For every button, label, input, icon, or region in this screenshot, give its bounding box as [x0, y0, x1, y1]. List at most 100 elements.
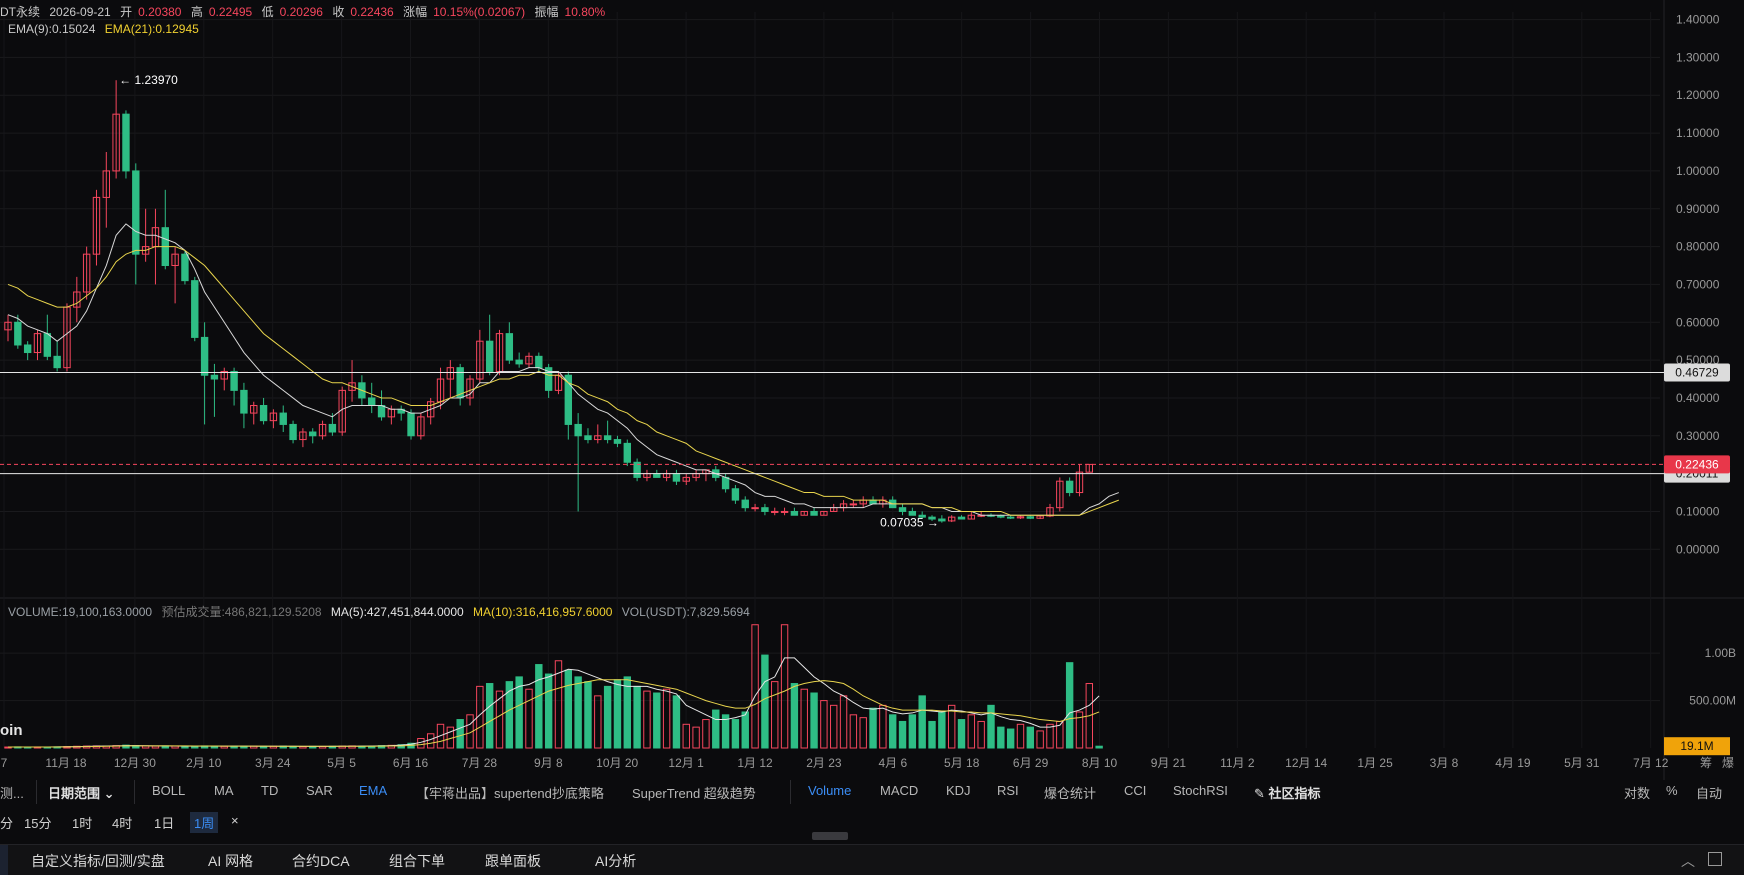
date-range-label: 日期范围 [48, 786, 101, 801]
panel-resize-handle[interactable] [812, 832, 848, 840]
candle-body [230, 370, 238, 391]
volume-bar [967, 714, 976, 749]
x-tick-label: 4月 6 [878, 756, 907, 770]
candle-body [957, 516, 966, 520]
indicator-kdj[interactable]: KDJ [946, 783, 971, 798]
volume-bar [859, 717, 867, 749]
vol-ma10-line [8, 679, 1100, 748]
divider [134, 780, 135, 804]
tab-contract-dca[interactable]: 合约DCA [292, 853, 350, 869]
volume-bar [712, 709, 720, 749]
candle-body [928, 516, 936, 520]
volume-bar [682, 723, 690, 749]
candle-body [731, 488, 740, 501]
indicator-boll[interactable]: BOLL [152, 783, 186, 798]
indicator-stochrsi[interactable]: StochRSI [1173, 783, 1228, 798]
candle-body [485, 340, 494, 372]
change-value: 10.15%(0.02067) [433, 5, 526, 19]
volume-bar [947, 704, 956, 749]
community-indicators-button[interactable]: ✎ 社区指标 [1254, 783, 1321, 802]
x-tick-label: 1月 25 [1357, 756, 1393, 770]
volume-bar [653, 692, 661, 749]
volume-bar [151, 745, 160, 749]
indicator-strategy[interactable]: 【牢蒋出品】supertend抄底策略 [416, 786, 604, 801]
indicator-ema[interactable]: EMA [359, 783, 388, 798]
interval-1d[interactable]: 1日 [154, 816, 175, 831]
tab-custom-indicators[interactable]: 自定义指标/回测/实盘 [31, 853, 165, 869]
price-tick-label: 0.30000 [1676, 429, 1720, 443]
tab-ai-analysis[interactable]: AI分析 [595, 853, 637, 869]
indicator-volume[interactable]: Volume [808, 783, 852, 798]
candle-body [132, 170, 140, 255]
interval-15m[interactable]: 15分 [24, 816, 52, 831]
indicator-macd[interactable]: MACD [880, 783, 919, 798]
volume-bar [957, 719, 966, 749]
x-tick-label: 11月 2 [1220, 756, 1255, 770]
candle-body [938, 518, 946, 522]
volume-bar [928, 720, 936, 749]
log-scale-toggle[interactable]: 对数 [1624, 786, 1651, 801]
indicator-td[interactable]: TD [261, 783, 279, 798]
candle-body [1075, 471, 1084, 494]
candle-body [780, 510, 789, 513]
candle-body [53, 355, 61, 369]
ema21-line [7, 246, 1119, 516]
candle-body [171, 253, 179, 267]
date-range-dropdown[interactable]: 日期范围 ⌄ [48, 783, 115, 802]
interval-4h[interactable]: 4时 [112, 816, 133, 831]
cut-label[interactable]: 测... [0, 786, 24, 801]
volume-bar [731, 719, 740, 749]
candle-body [250, 405, 258, 414]
candle-body [1036, 515, 1044, 519]
auto-scale-toggle[interactable]: 自动 [1696, 786, 1723, 801]
candle-body [92, 196, 101, 255]
candle-body [790, 510, 799, 516]
candle-body [505, 333, 514, 361]
volume-bar [495, 690, 504, 749]
candle-body [191, 280, 199, 338]
divider [36, 780, 37, 804]
indicator-supertrend[interactable]: SuperTrend 超级趋势 [632, 786, 756, 801]
volume-bar [1036, 730, 1044, 749]
volume-bar [1006, 728, 1015, 749]
candle-body [751, 507, 759, 510]
candle-body [43, 333, 52, 357]
volume-bar [633, 685, 641, 749]
x-tick-label: 5月 31 [1564, 756, 1600, 770]
current-price-tag-bg [1664, 455, 1730, 474]
tab-indicator [0, 845, 8, 875]
interval-bar: 分 15分 1时 4时 1日 1周 × [0, 810, 260, 834]
tab-copy-panel[interactable]: 跟单面板 [485, 853, 541, 869]
candle-body [908, 510, 917, 516]
candle-body [289, 423, 297, 441]
divider [790, 780, 791, 804]
volume-bar [830, 704, 838, 749]
close-icon[interactable]: × [231, 813, 239, 828]
candle-body [564, 374, 573, 425]
volume-bar [1026, 726, 1035, 749]
candle-body [623, 442, 631, 463]
low-label: 低 [261, 5, 274, 19]
volume-bar [525, 688, 533, 749]
candle-body [810, 510, 818, 516]
percent-scale-toggle[interactable]: % [1666, 783, 1678, 798]
tab-ai-grid[interactable]: AI 网格 [208, 853, 254, 869]
indicator-sar[interactable]: SAR [306, 783, 333, 798]
candle-body [584, 435, 592, 441]
collapse-icon[interactable]: ︿ [1681, 853, 1695, 869]
interval-1w[interactable]: 1周 [190, 812, 219, 833]
x-tick-label: 5月 18 [944, 756, 980, 770]
indicator-ma[interactable]: MA [214, 783, 234, 798]
interval-minute[interactable]: 分 [0, 816, 14, 831]
x-tick-label: 12月 1 [668, 756, 704, 770]
indicator-rsi[interactable]: RSI [997, 783, 1019, 798]
tab-combo-order[interactable]: 组合下单 [389, 853, 445, 869]
interval-1h[interactable]: 1时 [72, 816, 93, 831]
volume-bar [692, 726, 700, 749]
expand-icon[interactable] [1708, 852, 1722, 866]
candlestick-chart[interactable]: 1.40000 1.30000 1.20000 1.10000 1.00000 0.900… [0, 0, 1744, 780]
indicator-liquidation[interactable]: 爆仓统计 [1044, 786, 1097, 801]
volume-bar [417, 738, 425, 749]
indicator-cci[interactable]: CCI [1124, 783, 1147, 798]
candle-body [682, 476, 690, 482]
